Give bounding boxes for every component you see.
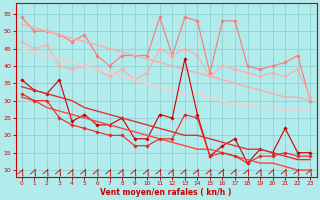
X-axis label: Vent moyen/en rafales ( kn/h ): Vent moyen/en rafales ( kn/h ): [100, 188, 232, 197]
